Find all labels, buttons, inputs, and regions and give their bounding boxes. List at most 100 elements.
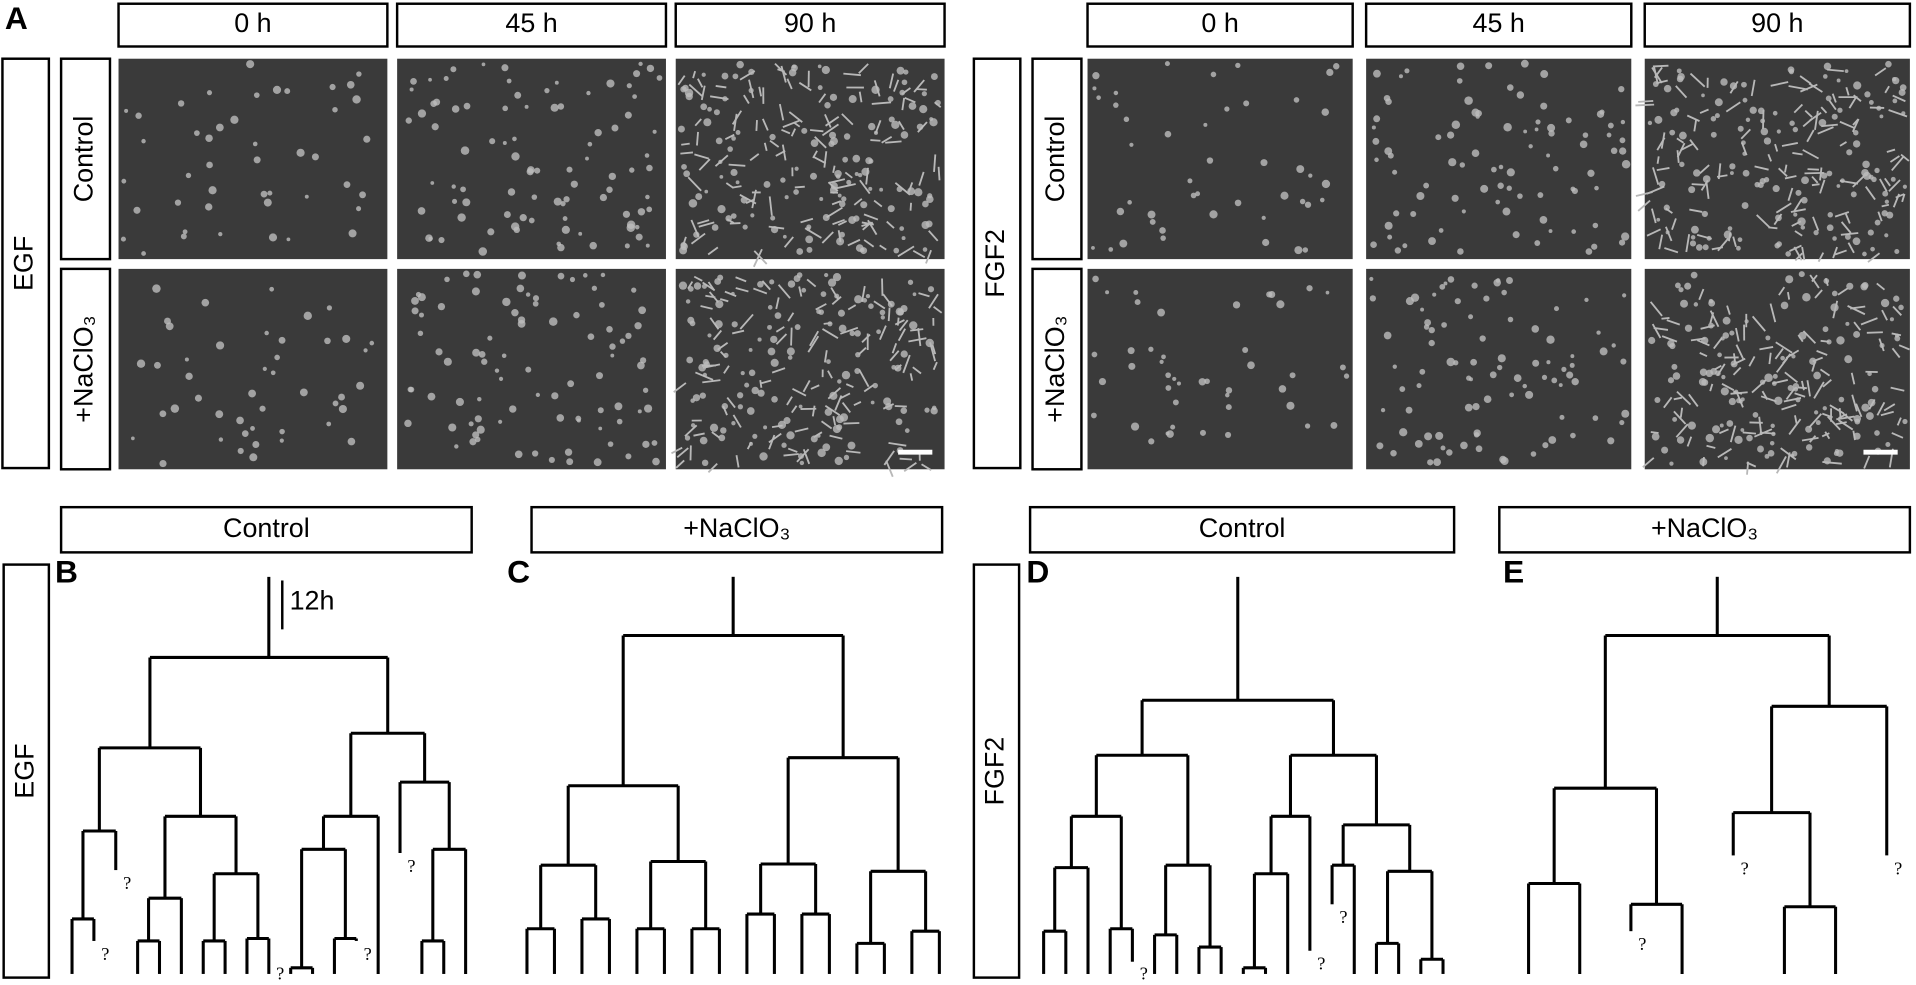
cell [1705, 182, 1710, 200]
micrograph [397, 268, 666, 470]
cell [502, 140, 507, 145]
cell [1489, 371, 1497, 379]
cell [896, 66, 905, 75]
cell [735, 287, 749, 293]
cell [646, 64, 655, 73]
cell [1702, 175, 1711, 183]
cell [1172, 376, 1177, 382]
cell [332, 400, 339, 407]
cell [1699, 368, 1708, 376]
cell [1846, 149, 1853, 156]
cell [1661, 317, 1670, 320]
cell [1693, 119, 1698, 132]
cell [922, 247, 928, 252]
unknown-fate: ? [1317, 954, 1325, 974]
cell [598, 426, 603, 431]
cell [859, 179, 871, 195]
cell [715, 137, 723, 145]
cell [1424, 432, 1433, 441]
cell [1299, 198, 1306, 205]
cell [1795, 189, 1802, 196]
cell [910, 328, 924, 332]
cell [1394, 247, 1402, 254]
cell [1108, 247, 1114, 252]
cell [652, 129, 657, 134]
cell [809, 129, 824, 133]
cell [502, 297, 511, 307]
cell [1772, 110, 1778, 116]
cell [1548, 229, 1553, 233]
cell [1729, 171, 1734, 175]
cell [503, 211, 511, 219]
cell [1479, 335, 1486, 342]
cell [1885, 60, 1892, 68]
cell [1745, 117, 1751, 123]
cell [1784, 371, 1799, 384]
cell [909, 321, 918, 330]
cell [1440, 445, 1446, 451]
cell [611, 124, 619, 132]
cell [637, 361, 645, 370]
cell [1092, 86, 1097, 91]
cell [743, 94, 750, 105]
cell [703, 361, 710, 368]
cell [409, 87, 414, 92]
cell [761, 379, 772, 385]
unknown-fate: ? [364, 944, 372, 964]
cell [1742, 431, 1757, 435]
cell [699, 392, 706, 399]
cell [739, 70, 756, 81]
cell [676, 447, 689, 459]
group-label-box [972, 57, 1022, 470]
cell [814, 136, 827, 149]
cell [1459, 162, 1466, 168]
cell [1793, 387, 1799, 392]
cell [930, 407, 938, 415]
cell [715, 85, 727, 89]
cell [487, 228, 495, 236]
cell [1721, 374, 1726, 380]
cell [1774, 143, 1779, 152]
cell [417, 207, 426, 215]
cell [854, 368, 861, 374]
cell [1701, 93, 1705, 98]
cell [1339, 364, 1346, 371]
cell [1539, 215, 1548, 224]
cell [839, 200, 846, 208]
cell [625, 453, 632, 460]
cell [246, 60, 255, 69]
cell [430, 181, 435, 185]
cell [1423, 324, 1430, 330]
cell [889, 350, 900, 362]
cell [501, 64, 509, 72]
cell [1748, 356, 1756, 367]
cell [711, 431, 721, 439]
cell [1571, 229, 1577, 234]
cell [1772, 185, 1780, 193]
cell [1242, 346, 1249, 353]
cell [834, 456, 843, 466]
cell [1699, 164, 1710, 175]
cell [124, 108, 129, 113]
cell [1880, 410, 1894, 417]
cell [304, 194, 309, 199]
cell [1802, 330, 1817, 344]
cell [887, 307, 891, 322]
cell [816, 309, 822, 315]
cell [1653, 66, 1659, 85]
cell [1675, 423, 1689, 438]
cell [1746, 461, 1750, 475]
cell [1702, 244, 1709, 251]
cell [870, 400, 875, 405]
cell [1651, 432, 1660, 441]
cell [786, 396, 793, 406]
condition-label-box [530, 505, 944, 554]
cell [1164, 130, 1172, 138]
cell [1885, 441, 1891, 447]
cell [462, 198, 471, 207]
cell [1902, 418, 1908, 425]
cell [1775, 214, 1782, 222]
cell [930, 73, 938, 81]
cell [463, 102, 471, 110]
cell [1673, 396, 1683, 401]
